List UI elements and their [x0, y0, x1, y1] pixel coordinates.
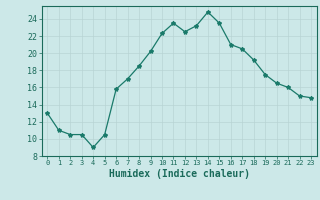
X-axis label: Humidex (Indice chaleur): Humidex (Indice chaleur)	[109, 169, 250, 179]
